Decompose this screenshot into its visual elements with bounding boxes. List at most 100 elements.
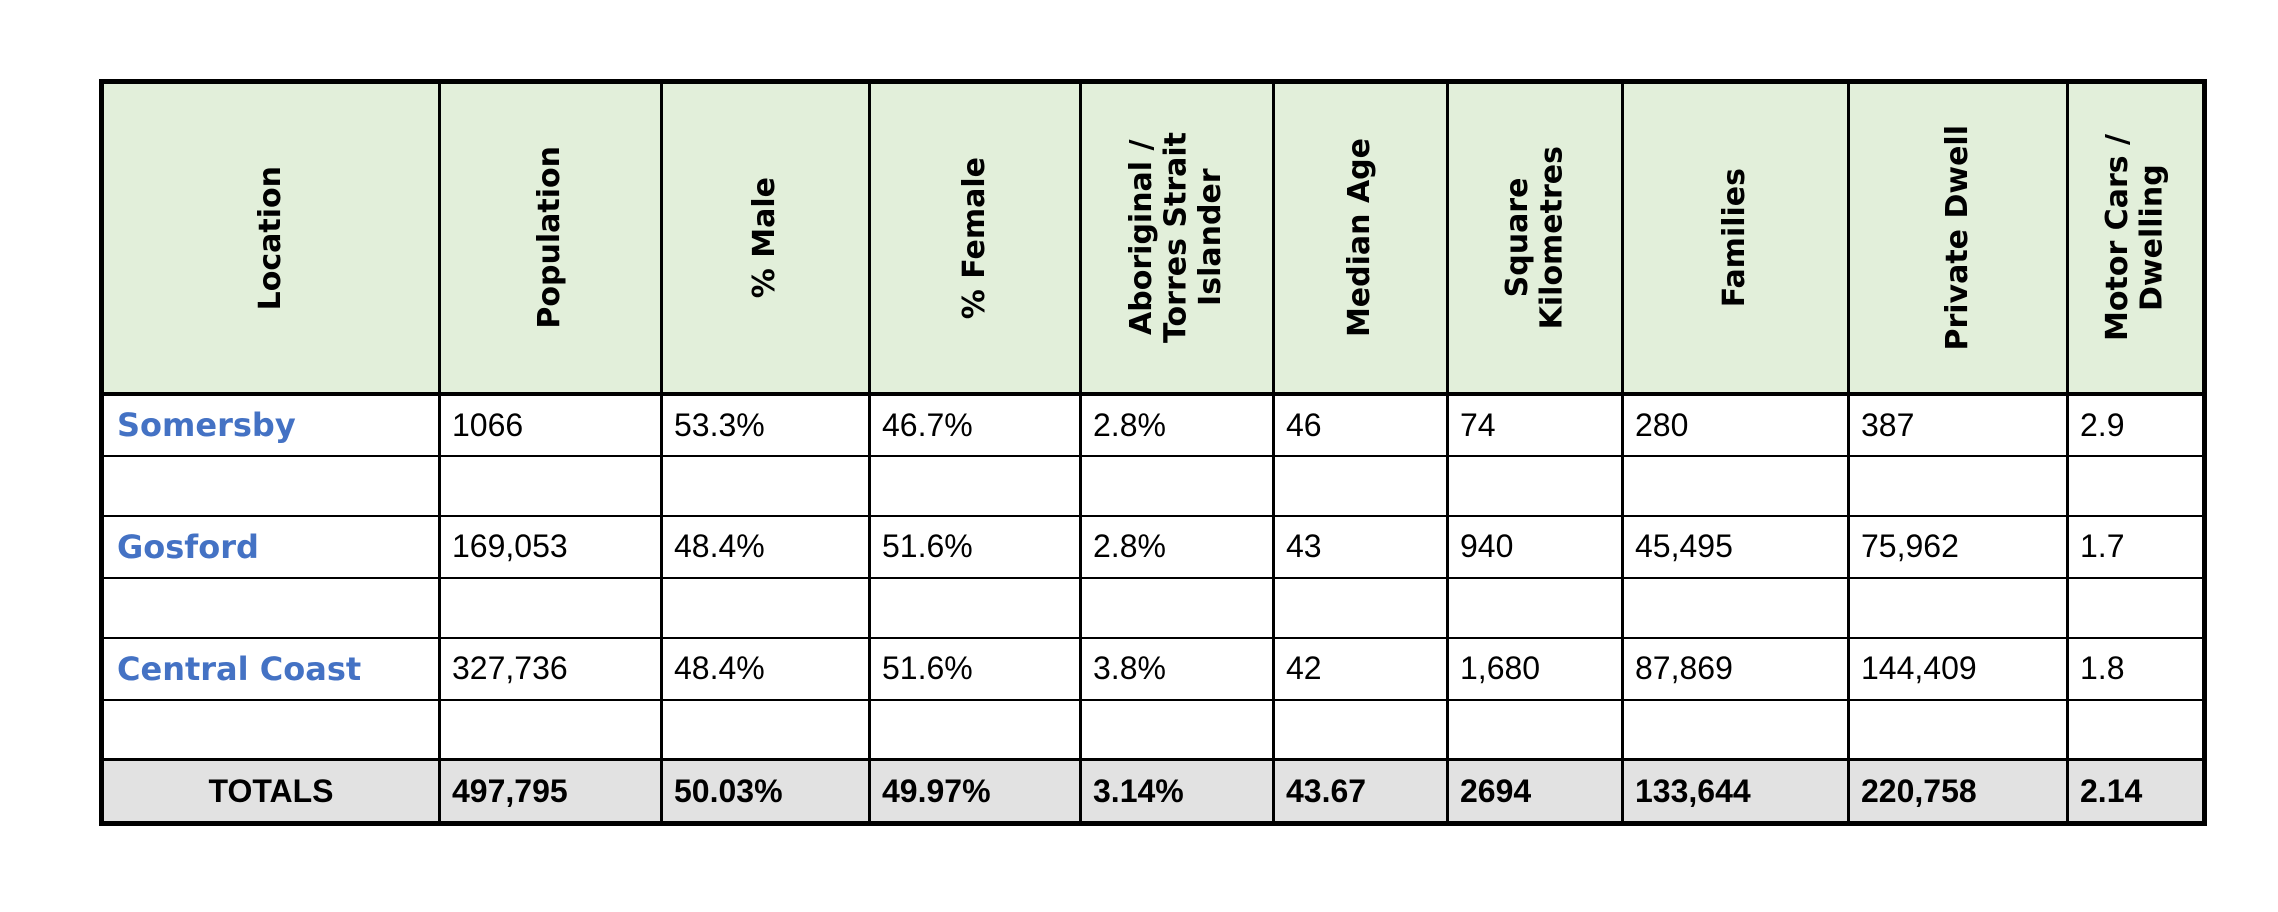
header-cell-population: Population [438,80,663,396]
table-cell [1079,454,1275,517]
totals-cell: 220,758 [1847,758,2069,825]
table-cell [2066,576,2206,639]
totals-cell: 49.97% [868,758,1082,825]
table-cell: 51.6% [868,514,1082,579]
header-cell-aboriginal-tsi: Aboriginal / Torres Strait Islander [1079,80,1275,396]
header-cell-private-dwell: Private Dwell [1847,80,2069,396]
totals-cell: 2694 [1446,758,1624,825]
table-cell [660,576,871,639]
header-label: Median Age [1342,138,1378,338]
header-label: % Female [956,156,992,319]
table-cell: 2.8% [1079,392,1275,457]
header-cell-families: Families [1621,80,1850,396]
table-cell: 42 [1272,636,1449,701]
table-cell: 45,495 [1621,514,1850,579]
header-label: Private Dwell [1939,124,1975,351]
location-cell [100,576,441,639]
table-cell [1446,576,1624,639]
table-cell: 46.7% [868,392,1082,457]
location-cell: Central Coast [100,636,441,701]
table-cell [660,698,871,761]
table-cell: 53.3% [660,392,871,457]
header-row: Location Population % Male % Female Abor… [100,80,2206,396]
table-cell: 3.8% [1079,636,1275,701]
table-cell: 1.8 [2066,636,2206,701]
table-cell [2066,698,2206,761]
table-cell [1621,454,1850,517]
table-cell: 327,736 [438,636,663,701]
table-cell [1272,576,1449,639]
table-cell [1272,698,1449,761]
table-cell [1079,576,1275,639]
totals-cell: 497,795 [438,758,663,825]
header-cell-motor-cars: Motor Cars / Dwelling [2066,80,2206,396]
totals-label: TOTALS [100,758,441,825]
table-cell: 48.4% [660,514,871,579]
table-cell [1446,698,1624,761]
table-row-central-coast: Central Coast 327,736 48.4% 51.6% 3.8% 4… [100,636,2206,701]
location-cell [100,454,441,517]
table-cell: 74 [1446,392,1624,457]
table-cell [438,454,663,517]
header-label: Population [532,146,568,330]
table-cell [1847,576,2069,639]
table-cell: 46 [1272,392,1449,457]
table-cell [868,698,1082,761]
table-cell: 1,680 [1446,636,1624,701]
table-cell [1621,698,1850,761]
spacer-row [100,454,2206,517]
header-label: Aboriginal / Torres Strait Islander [1124,132,1229,344]
table-cell: 43 [1272,514,1449,579]
table-cell [868,576,1082,639]
spacer-row [100,698,2206,761]
table-cell: 1.7 [2066,514,2206,579]
spacer-row [100,576,2206,639]
header-cell-pct-male: % Male [660,80,871,396]
header-cell-pct-female: % Female [868,80,1082,396]
table-cell: 2.9 [2066,392,2206,457]
table-cell: 940 [1446,514,1624,579]
totals-cell: 2.14 [2066,758,2206,825]
table-cell: 169,053 [438,514,663,579]
location-cell [100,698,441,761]
table-cell [1847,698,2069,761]
table-cell [1446,454,1624,517]
totals-cell: 43.67 [1272,758,1449,825]
location-cell: Gosford [100,514,441,579]
table-cell [868,454,1082,517]
table-cell [438,576,663,639]
demographics-table: Location Population % Male % Female Abor… [99,79,2207,826]
table-cell: 1066 [438,392,663,457]
table-row-somersby: Somersby 1066 53.3% 46.7% 2.8% 46 74 280… [100,392,2206,457]
demographics-table-container: Location Population % Male % Female Abor… [99,79,2207,826]
table-cell: 144,409 [1847,636,2069,701]
header-label: Location [252,165,288,310]
header-cell-location: Location [100,80,441,396]
header-cell-square-km: Square Kilometres [1446,80,1624,396]
table-cell [1847,454,2069,517]
header-label: Square Kilometres [1499,146,1570,330]
header-label: % Male [747,177,783,299]
header-label: Motor Cars / Dwelling [2100,134,2170,342]
table-cell [2066,454,2206,517]
table-cell [1272,454,1449,517]
totals-cell: 3.14% [1079,758,1275,825]
table-cell [660,454,871,517]
table-cell: 87,869 [1621,636,1850,701]
header-cell-median-age: Median Age [1272,80,1449,396]
totals-cell: 133,644 [1621,758,1850,825]
table-cell: 75,962 [1847,514,2069,579]
table-row-gosford: Gosford 169,053 48.4% 51.6% 2.8% 43 940 … [100,514,2206,579]
location-cell: Somersby [100,392,441,457]
table-cell: 51.6% [868,636,1082,701]
table-cell [438,698,663,761]
totals-cell: 50.03% [660,758,871,825]
table-cell: 2.8% [1079,514,1275,579]
table-cell: 280 [1621,392,1850,457]
table-cell: 48.4% [660,636,871,701]
totals-row: TOTALS 497,795 50.03% 49.97% 3.14% 43.67… [100,758,2206,825]
header-label: Families [1717,168,1753,308]
table-cell [1621,576,1850,639]
table-cell [1079,698,1275,761]
table-cell: 387 [1847,392,2069,457]
